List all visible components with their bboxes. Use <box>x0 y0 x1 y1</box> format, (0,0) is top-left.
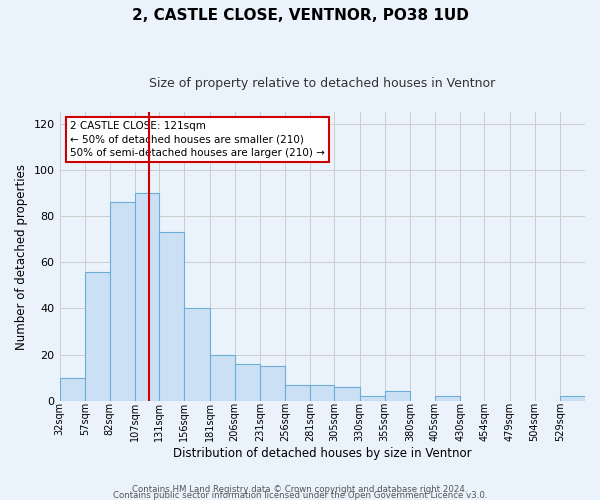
Bar <box>110 202 135 400</box>
Bar <box>359 396 385 400</box>
Bar <box>435 396 460 400</box>
Bar <box>184 308 209 400</box>
Text: Contains HM Land Registry data © Crown copyright and database right 2024.: Contains HM Land Registry data © Crown c… <box>132 485 468 494</box>
Bar <box>285 384 310 400</box>
Bar <box>385 392 410 400</box>
Text: Contains public sector information licensed under the Open Government Licence v3: Contains public sector information licen… <box>113 490 487 500</box>
Bar <box>560 396 585 400</box>
Y-axis label: Number of detached properties: Number of detached properties <box>15 164 28 350</box>
Bar <box>334 387 359 400</box>
Text: 2 CASTLE CLOSE: 121sqm
← 50% of detached houses are smaller (210)
50% of semi-de: 2 CASTLE CLOSE: 121sqm ← 50% of detached… <box>70 121 325 158</box>
Title: Size of property relative to detached houses in Ventnor: Size of property relative to detached ho… <box>149 78 496 90</box>
Bar <box>235 364 260 401</box>
Text: 2, CASTLE CLOSE, VENTNOR, PO38 1UD: 2, CASTLE CLOSE, VENTNOR, PO38 1UD <box>131 8 469 22</box>
Bar <box>209 354 235 401</box>
Bar <box>85 272 110 400</box>
Bar <box>260 366 285 400</box>
Bar <box>310 384 334 400</box>
Bar <box>135 193 159 400</box>
Bar <box>159 232 184 400</box>
X-axis label: Distribution of detached houses by size in Ventnor: Distribution of detached houses by size … <box>173 447 472 460</box>
Bar <box>59 378 85 400</box>
